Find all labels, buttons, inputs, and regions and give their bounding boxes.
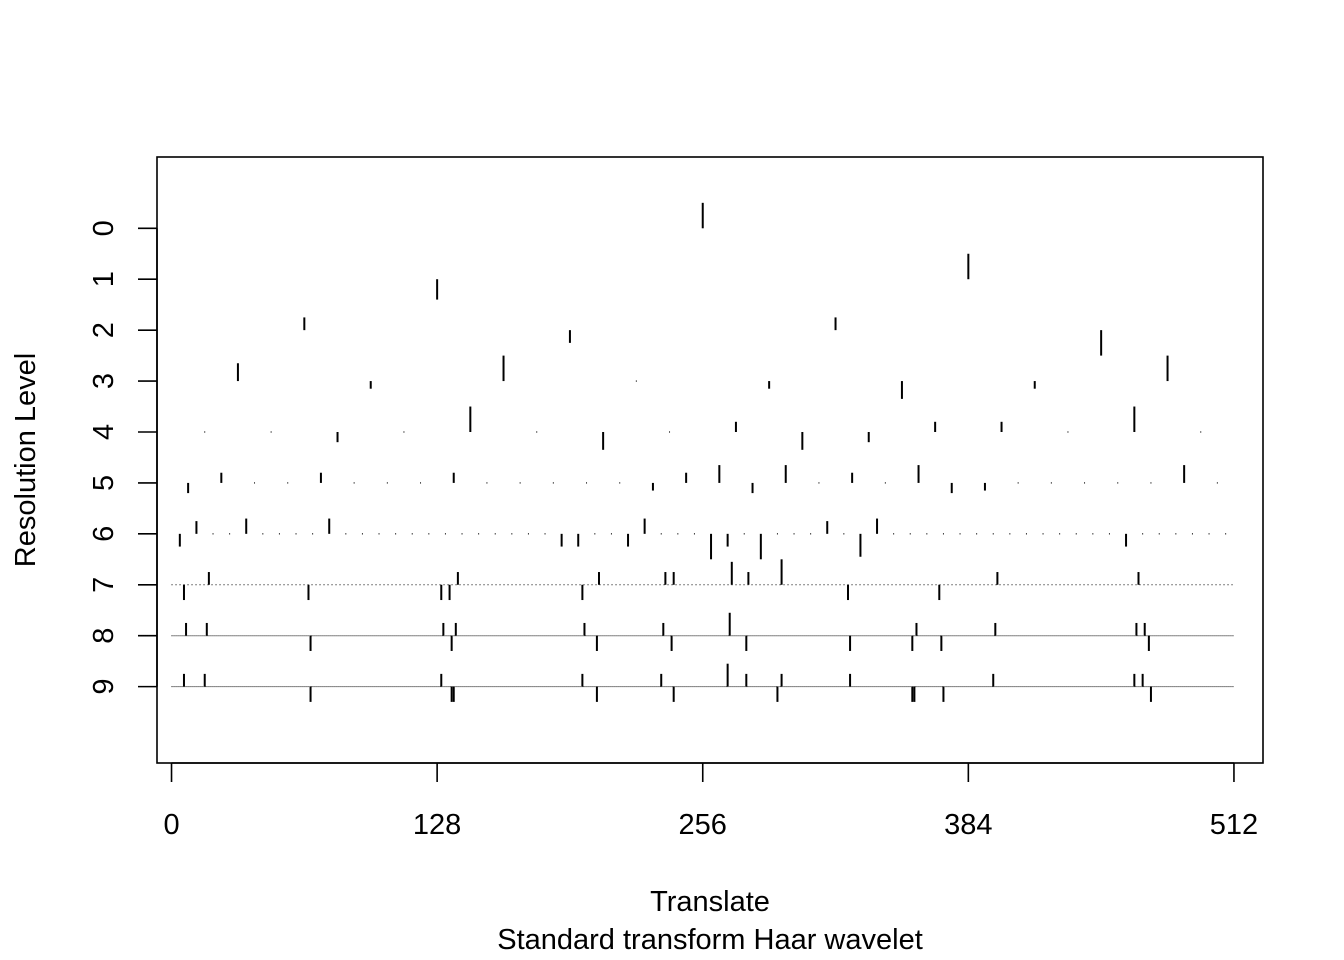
chart-subtitle: Standard transform Haar wavelet [497,924,923,956]
y-axis: 0 1 2 3 4 5 6 7 8 9 [88,220,158,695]
y-tick-label: 2 [88,322,120,338]
y-tick-label: 0 [88,220,120,236]
x-tick-label: 0 [163,809,179,841]
coefficient-marks [171,202,1234,702]
y-tick-label: 5 [88,475,120,491]
x-tick-label: 128 [413,809,461,841]
y-tick-label: 4 [88,424,120,440]
plot-frame [156,156,1264,764]
y-tick-label: 7 [88,577,120,593]
y-tick-label: 6 [88,526,120,542]
y-tick-label: 8 [88,628,120,644]
x-tick-label: 512 [1210,809,1258,841]
x-axis: 0 128 256 384 512 [163,762,1258,841]
y-tick-label: 1 [88,271,120,287]
x-axis-label: Translate [650,886,770,918]
y-tick-label: 3 [88,373,120,389]
y-tick-label: 9 [88,679,120,695]
x-tick-label: 384 [944,809,992,841]
y-axis-label: Resolution Level [10,353,42,567]
x-tick-label: 256 [679,809,727,841]
